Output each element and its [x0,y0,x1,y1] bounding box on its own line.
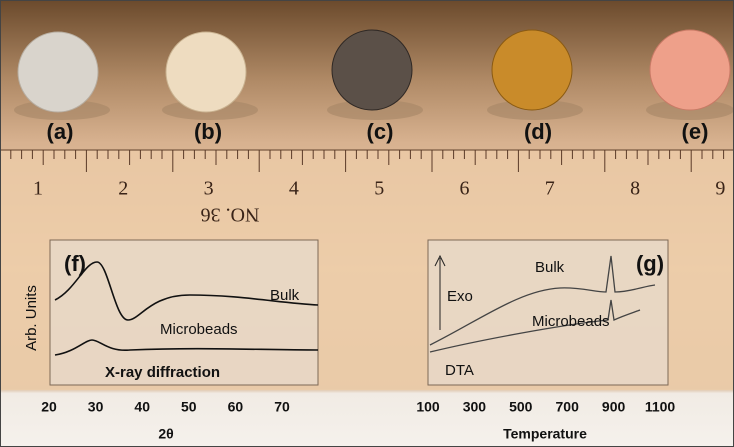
ruler-number: 6 [460,178,470,200]
x-tick-label: 70 [274,399,290,415]
x-tick-label: 700 [556,399,580,415]
ruler-number: 1 [33,178,43,200]
inset-label: (g) [636,251,664,276]
x-tick-label: 500 [509,399,533,415]
sample-label: (e) [682,119,709,144]
ruler-number: 9 [715,178,725,200]
x-label: 2θ [158,426,173,442]
x-tick-label: 40 [134,399,150,415]
ruler-number: 4 [289,178,299,200]
x-tick-label: 30 [88,399,104,415]
curve-label: Microbeads [160,321,238,338]
ruler-number: 7 [545,178,555,200]
x-label: Temperature [503,426,587,442]
y-label: Arb. Units [23,285,40,351]
caption: X-ray diffraction [105,364,220,381]
arrow-label: Exo [447,288,473,305]
sample-label: (b) [194,119,222,144]
x-tick-label: 1100 [645,399,676,415]
sample-label: (a) [47,119,74,144]
curve-label: Microbeads [532,313,610,330]
x-tick-label: 50 [181,399,197,415]
x-tick-label: 60 [228,399,244,415]
ruler-number: 2 [118,178,128,200]
ruler-number: 5 [374,178,384,200]
ruler-number: 3 [204,178,214,200]
ruler-number: 8 [630,178,640,200]
curve-label: Bulk [270,287,300,304]
x-tick-label: 100 [416,399,440,415]
figure: (a) (b) (c) (d) (e) 123456789 NO. 36 (f)… [0,0,734,447]
x-tick-label: 300 [463,399,487,415]
sample-label: (d) [524,119,552,144]
x-tick-label: 20 [41,399,57,415]
ruler-text: NO. 36 [201,203,260,225]
caption: DTA [445,362,474,379]
x-tick-label: 900 [602,399,626,415]
curve-label: Bulk [535,259,565,276]
sample-label: (c) [367,119,394,144]
